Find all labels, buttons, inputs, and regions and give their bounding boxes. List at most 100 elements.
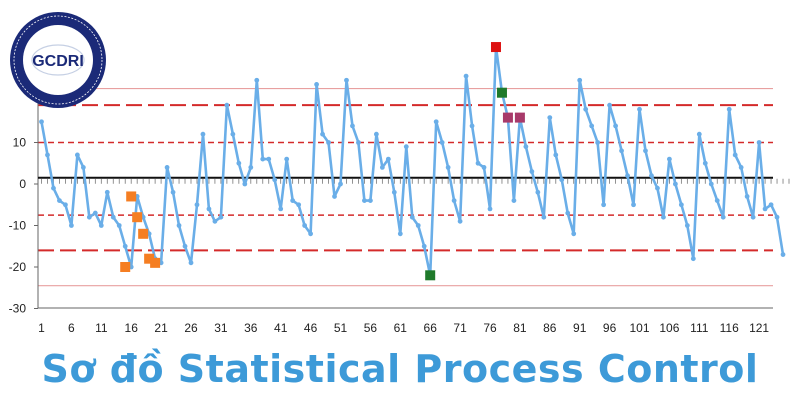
gcdri-logo: GCDRI [8,10,108,110]
rule-orange-marker [132,212,143,223]
x-tick-label: 26 [184,321,198,335]
x-tick-label: 106 [659,321,679,335]
y-tick-label: -30 [9,302,27,316]
measurement-point [720,214,726,220]
x-tick-label: 36 [244,321,258,335]
measurement-point [212,218,218,224]
measurement-point [607,102,612,108]
measurement-point [451,198,457,204]
measurement-point [702,160,708,166]
measurement-point [45,152,50,158]
x-tick-label: 76 [483,321,497,335]
measurement-point [92,210,98,216]
measurement-point [57,198,62,204]
logo-text: GCDRI [32,53,84,70]
x-tick-label: 41 [274,321,288,335]
measurement-point [188,260,194,266]
measurement-point [116,223,122,228]
measurement-point [284,156,290,162]
measurement-point [487,206,493,212]
x-tick-label: 96 [603,321,617,335]
measurement-point [218,214,224,220]
x-tick-label: 101 [629,321,649,335]
measurement-point [637,106,642,112]
measurement-point [643,148,648,154]
measurement-point [475,160,481,166]
rule-red-marker [490,42,501,53]
measurement-point [194,202,200,208]
measurement-point [541,214,547,220]
measurement-point [69,223,74,228]
y-tick-label: -10 [9,219,27,233]
measurement-point [290,198,296,204]
measurement-point [176,223,182,228]
measurement-point [350,123,355,129]
measurement-point [248,165,254,170]
measurement-point [457,218,463,224]
measurement-point [326,140,331,145]
measurement-point [649,173,654,179]
measurement-point [589,123,595,129]
measurement-point [768,202,774,208]
measurement-point [463,73,469,79]
x-tick-label: 46 [304,321,318,335]
measurement-point [122,243,128,249]
rule-orange-marker [126,191,137,202]
measurement-point [726,106,732,112]
measurement-point [206,206,212,212]
measurement-point [182,243,188,249]
series-group [39,44,786,278]
measurement-point [529,169,535,174]
y-tick-label: -20 [9,260,27,274]
y-tick-label: 10 [13,136,27,150]
measurement-point [631,202,636,208]
measurement-point [332,194,337,199]
measurement-point [732,152,738,158]
measurement-point [338,181,343,187]
x-tick-label: 121 [749,321,769,335]
measurement-point [170,189,176,195]
measurement-point [164,165,170,170]
measurement-point [302,223,308,228]
measurement-point [655,185,660,191]
measurement-point [224,102,230,108]
x-tick-label: 16 [125,321,139,335]
measurement-point [780,252,786,257]
measurement-point [661,214,666,220]
measurement-point [296,202,302,208]
measurement-point [356,140,361,145]
rule-green-marker [496,87,507,98]
measurement-point [565,210,571,216]
measurement-point [110,214,116,220]
measurement-point [678,202,684,208]
measurement-point [553,152,559,158]
measurement-point [433,119,439,125]
measurement-point [344,77,349,83]
measurement-point [362,198,367,204]
measurement-point [403,144,409,150]
logo-globe-icon [31,44,85,76]
measurement-point [708,181,714,187]
spc-chart: 10 0 -10 -20 -30 1 6 11 16 21 26 31 36 41 46 51 56 61 66 71… [9,40,790,336]
measurement-point [314,82,319,87]
x-tick-label: 6 [68,321,75,335]
x-tick-label: 31 [214,321,228,335]
x-tick-label: 51 [334,321,348,335]
y-tick-label: 0 [19,177,26,191]
x-tick-label: 111 [690,321,709,335]
measurement-point [74,152,80,158]
rule-green-marker [425,270,436,281]
measurement-point [98,223,104,228]
x-tick-label: 71 [453,321,467,335]
tick-labels-group: 100-10-20-301 6 11 16 21 26 31 36 41 46 51 56 61 66 71… [9,136,770,336]
measurement-point [278,206,284,212]
measurement-point [104,189,110,195]
measurement-point [320,131,325,137]
measurement-point [595,140,601,145]
measurement-point [200,131,206,137]
measurement-point [577,77,583,83]
measurement-point [266,156,272,162]
x-tick-label: 11 [95,321,108,335]
x-tick-label: 61 [394,321,408,335]
spc-chart-svg: 100-10-20-301 6 11 16 21 26 31 36 41 46 51 56 61 66 71… [9,40,790,336]
